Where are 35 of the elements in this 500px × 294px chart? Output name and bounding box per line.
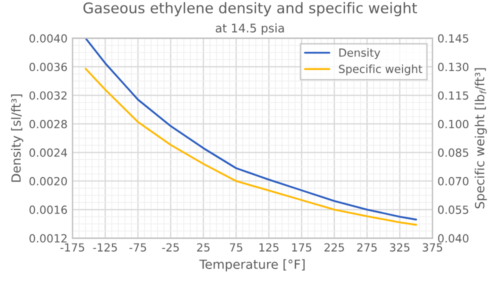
chart-title: Gaseous ethylene density and specific weight: [83, 2, 418, 16]
y-tick-label: 0.0036: [29, 62, 67, 72]
y2-tick-label: 0.085: [438, 148, 468, 157]
x-tick-label: 325: [390, 243, 410, 252]
y-axis-title: Density [sl/ft³]: [11, 94, 24, 182]
y2-tick-label: 0.055: [438, 206, 468, 214]
x-tick-label: -25: [162, 243, 179, 252]
x-tick-label: -75: [129, 243, 146, 252]
y2-tick-label: 0.145: [438, 34, 468, 43]
x-tick-label: 25: [197, 243, 210, 252]
x-tick-label: 225: [324, 243, 344, 252]
y-tick-label: 0.0016: [29, 206, 67, 214]
x-tick-label: 375: [422, 243, 442, 252]
y-tick-label: 0.0040: [29, 34, 67, 43]
y-tick-label: 0.0020: [29, 176, 67, 186]
x-tick-label: 75: [230, 243, 242, 252]
y2-tick-label: 0.115: [438, 91, 468, 100]
x-tick-label: 275: [357, 243, 377, 252]
y2-tick-label: 0.040: [438, 234, 468, 243]
y2-axis-title: Specific weight [lb$_{f}$/ft³]: [474, 68, 487, 208]
y2-tick-label: 0.100: [438, 120, 468, 128]
legend-label: Density: [339, 48, 380, 59]
y-tick-label: 0.0032: [29, 91, 67, 100]
y-tick-label: 0.0028: [29, 120, 67, 128]
y2-tick-label: 0.130: [438, 62, 468, 72]
y-tick-label: 0.0012: [29, 234, 67, 243]
legend-label: Specific weight: [338, 64, 422, 76]
x-tick-label: 175: [292, 243, 312, 252]
chart-subtitle: at 14.5 psia: [216, 23, 284, 35]
x-tick-label: -125: [93, 243, 117, 252]
x-tick-label: -175: [60, 243, 84, 252]
x-axis-title: Temperature [°F]: [199, 259, 305, 272]
x-tick-label: 125: [259, 243, 278, 252]
y-tick-label: 0.0024: [29, 148, 68, 157]
y2-tick-label: 0.070: [438, 176, 468, 186]
